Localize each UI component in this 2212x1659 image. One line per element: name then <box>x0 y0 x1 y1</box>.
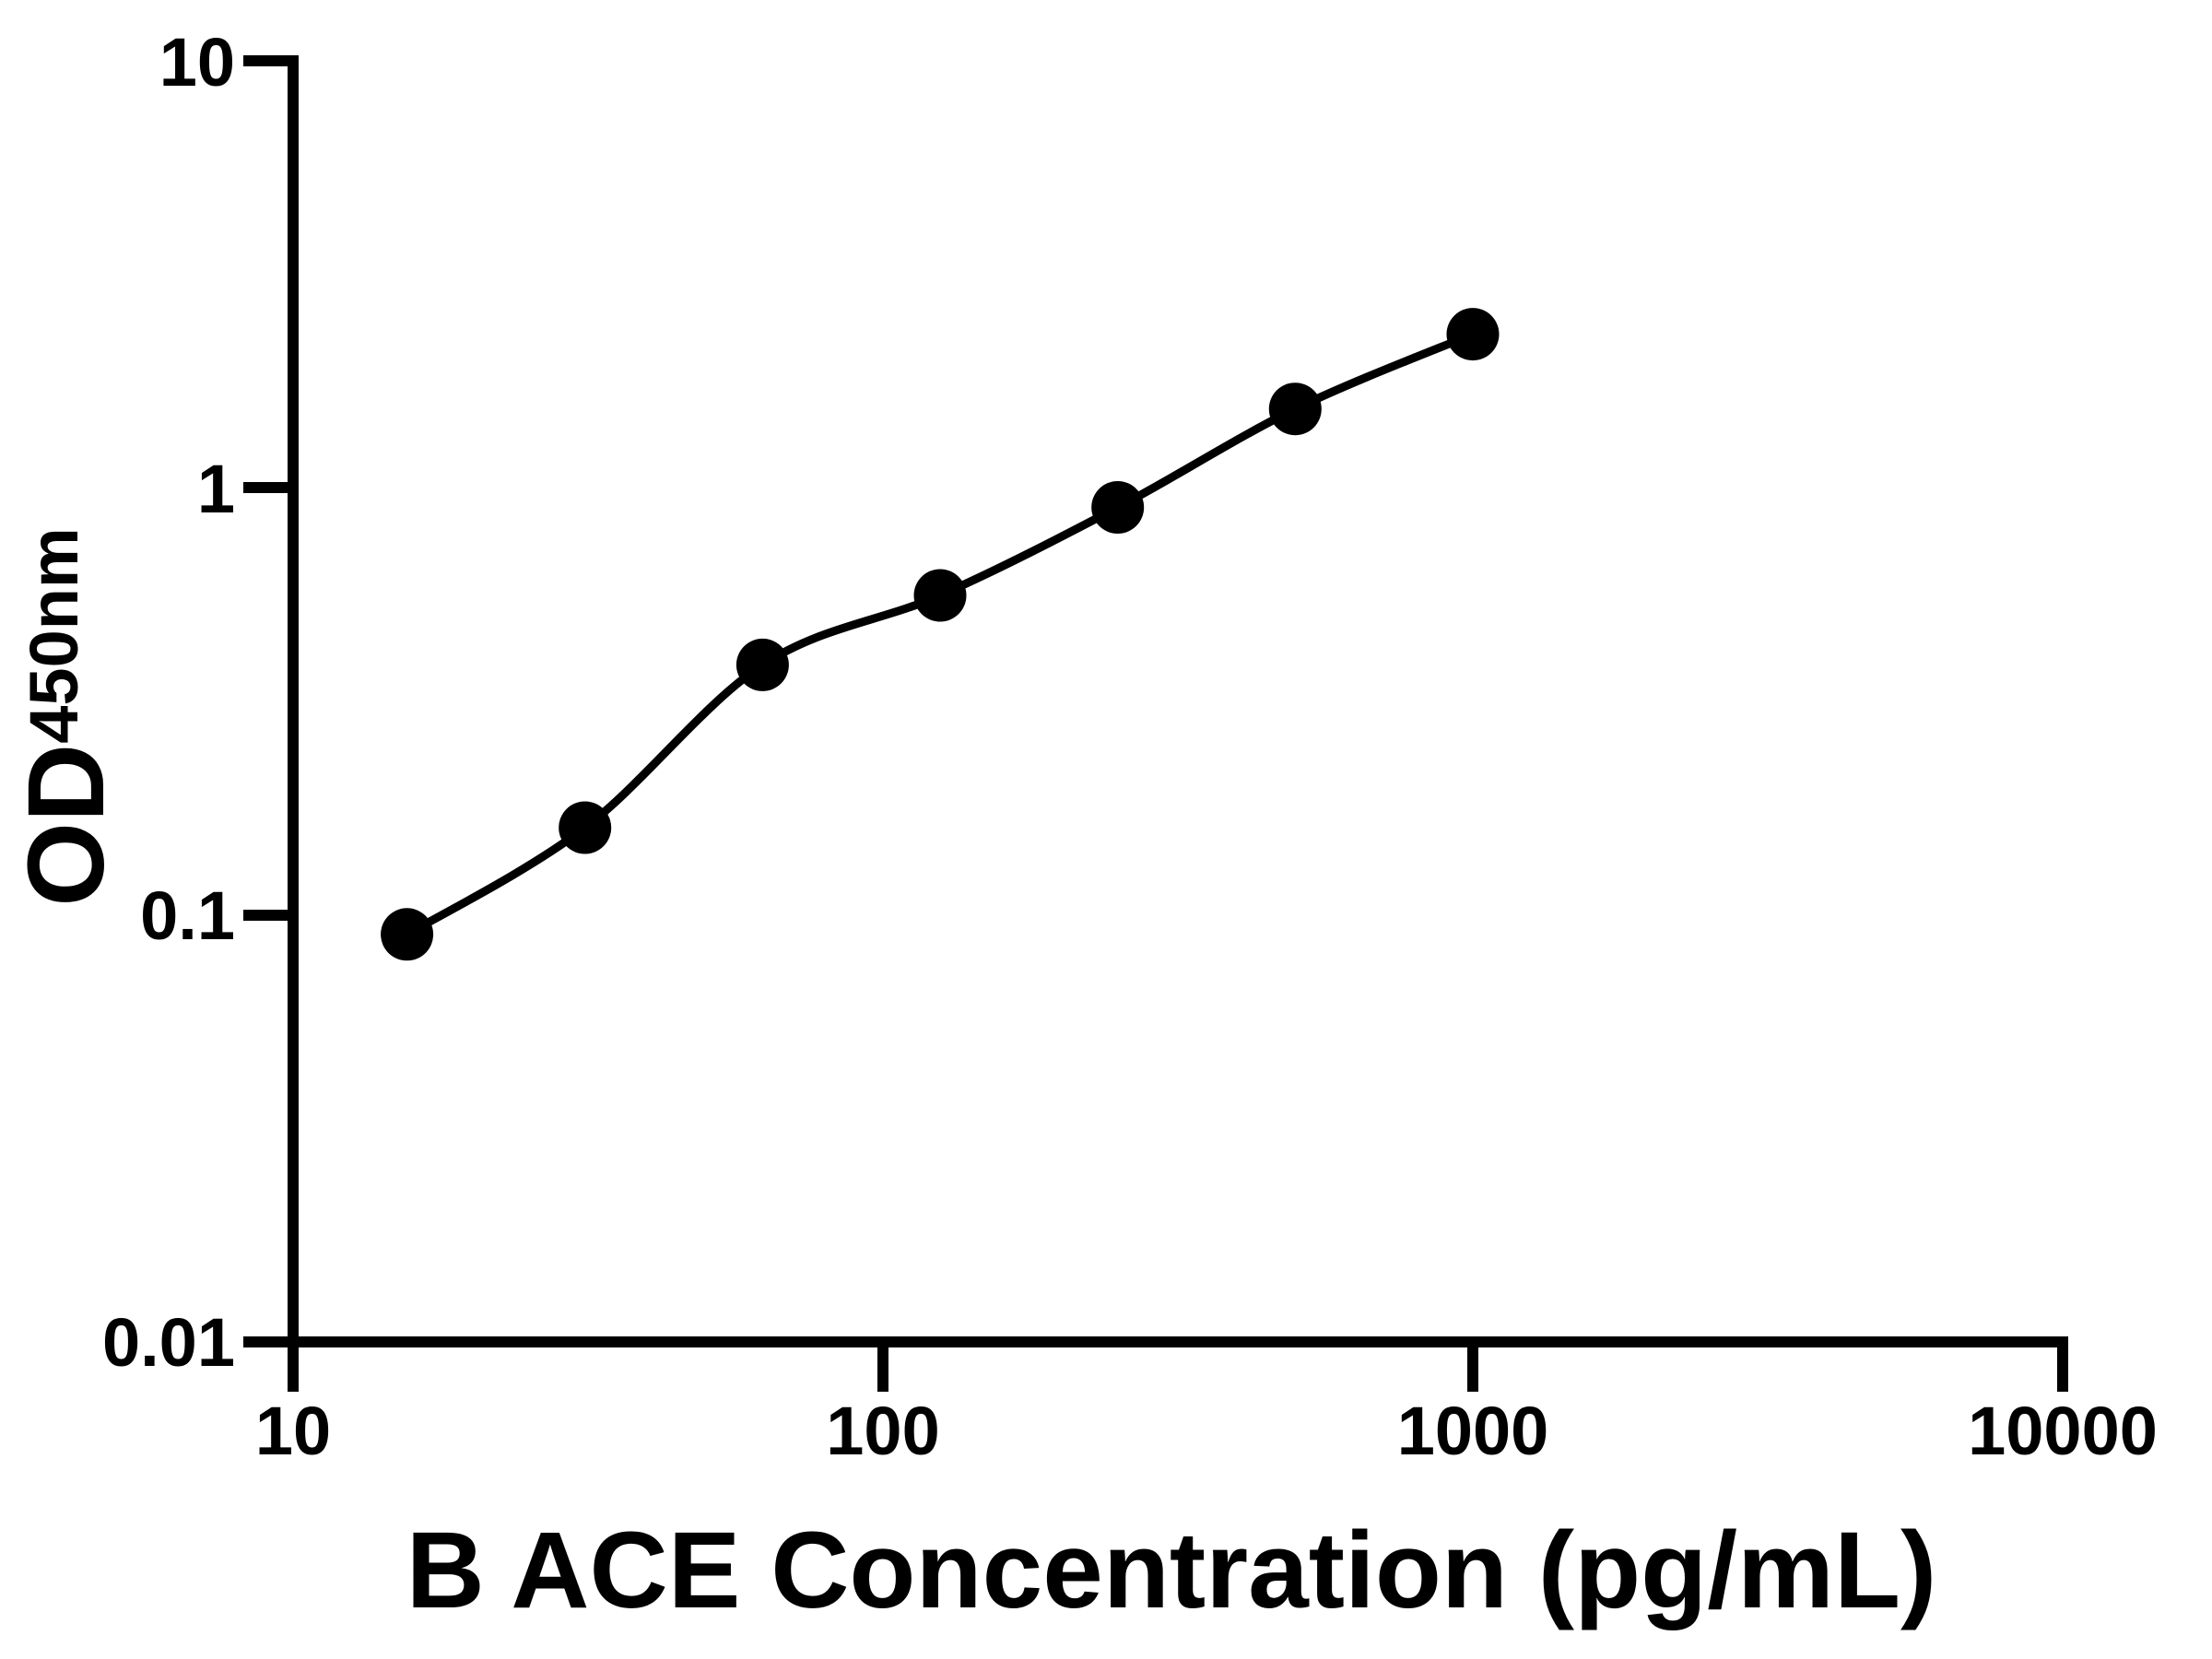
svg-text:100: 100 <box>826 1393 939 1469</box>
svg-text:10: 10 <box>159 24 235 100</box>
svg-text:10000: 10000 <box>1968 1393 2158 1469</box>
svg-text:B ACE Concentration (pg/mL): B ACE Concentration (pg/mL) <box>406 1510 1937 1631</box>
svg-text:0.1: 0.1 <box>140 877 235 954</box>
svg-text:1: 1 <box>197 451 235 527</box>
svg-text:0.01: 0.01 <box>102 1304 235 1381</box>
svg-text:1000: 1000 <box>1397 1393 1549 1469</box>
svg-text:10: 10 <box>255 1393 331 1469</box>
